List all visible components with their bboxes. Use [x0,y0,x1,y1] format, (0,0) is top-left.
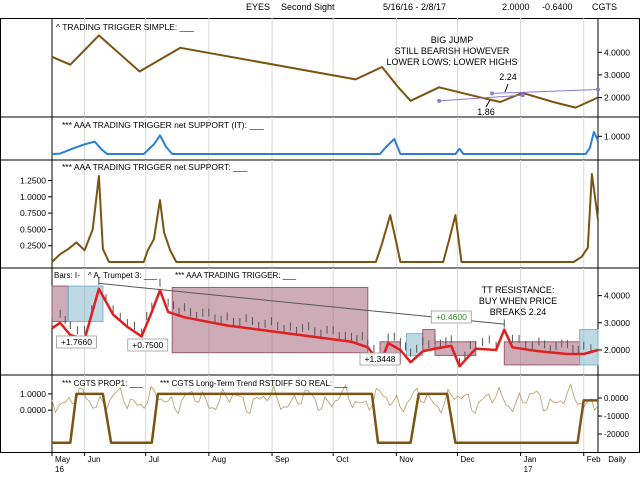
panel-title: Bars: I- [54,271,80,280]
annotation-tt-resistance: TT RESISTANCE: [482,285,555,295]
trendline-point [596,87,600,92]
annotation-level-low: 1.86 [477,107,495,117]
value-label-box [56,335,97,349]
y-tick-label: 1.0000 [604,131,630,141]
y-tick-label: 1.0000 [20,389,46,399]
y-tick-label: 1.2500 [20,176,46,186]
x-period-label: Daily [608,455,626,464]
series-line-simple [51,34,599,109]
header-ticker: CGTS [592,2,618,12]
value-label: +1.7660 [61,337,92,347]
y-tick-label: 0.0000 [20,405,46,415]
x-tick-label: Jun [88,455,101,464]
annotation-big-jump: LOWER LOWS; LOWER HIGHS [386,57,517,67]
x-tick-label: Oct [336,455,349,464]
y-tick-label: 4.0000 [604,291,630,301]
panel-title: *** CGTS Long-Term Trend RSTDIFF SO REAL… [160,379,348,388]
value-label-box [359,352,401,366]
series-line-prop [52,392,598,444]
x-tick-label: Dec [460,455,474,464]
value-label-box [430,310,472,324]
series-line-support [51,173,599,263]
panel-title: ^ A. Trumpet 3: ___ [88,271,158,280]
series-line-support-it [51,130,599,155]
y-tick-label: 1.0000 [20,192,46,202]
value-label-box [127,338,169,352]
x-tick-label: Aug [212,455,226,464]
annotation-big-jump: STILL BEARISH HOWEVER [395,46,510,56]
trendline [492,89,599,94]
trendline-point [490,91,495,96]
value-label: +1.3448 [365,354,396,364]
series-line-trend [51,383,599,415]
y-tick-label: -20000 [604,430,629,439]
header-last: 2.0000 [502,2,530,12]
y-tick-label: 2.0000 [604,92,630,102]
trendline-point [437,98,442,103]
annotation-tt-resistance: BUY WHEN PRICE [479,296,557,306]
y-tick-label: 0.2500 [20,241,46,251]
y-tick-label: -10000 [604,412,629,421]
header-date-range: 5/16/16 - 2/8/17 [383,2,447,12]
header-company: Second Sight [281,2,335,12]
annotation-arrow [504,83,509,93]
annotation-arrow [485,99,491,108]
y-tick-label: 4.0000 [604,47,630,57]
panel-title: *** AAA TRADING TRIGGER net SUPPORT: ___ [62,162,247,172]
y-tick-label: 2.0000 [604,345,630,355]
header-change: -0.6400 [542,2,573,12]
panel-title: *** CGTS PROP1: ___ [62,379,143,388]
value-label: +0.4600 [436,312,467,322]
annotation-level-high: 2.24 [499,72,517,82]
value-label: +0.7500 [132,340,163,350]
x-tick-label: Feb [587,455,601,464]
panel-title: *** AAA TRADING TRIGGER net SUPPORT (IT)… [62,120,264,130]
y-tick-label: 3.0000 [604,70,630,80]
y-tick-label: 0.7500 [20,208,46,218]
x-tick-label: Jul [149,455,159,464]
x-tick-label: May [55,455,70,464]
trendline-point [520,93,525,98]
chart-header: EYES Second Sight 5/16/16 - 2/8/17 2.000… [0,2,640,16]
panel-title: *** AAA TRADING TRIGGER: ___ [175,271,297,280]
zone-box [579,329,599,366]
annotation-big-jump: BIG JUMP [431,35,474,45]
x-tick-label: Jan [524,455,537,464]
x-tick-label: Nov [399,455,413,464]
trendline [439,94,523,102]
y-tick-label: 0.5000 [20,224,46,234]
header-symbol: EYES [246,2,271,12]
y-tick-label: 0.0000 [604,394,629,403]
x-year-label: 17 [524,465,533,474]
x-year-label: 16 [55,465,64,474]
y-tick-label: 3.0000 [604,318,630,328]
panel-title: ^ TRADING TRIGGER SIMPLE: ___ [56,22,194,32]
x-tick-label: Sep [275,455,290,464]
annotation-tt-resistance: BREAKS 2.24 [490,307,547,317]
